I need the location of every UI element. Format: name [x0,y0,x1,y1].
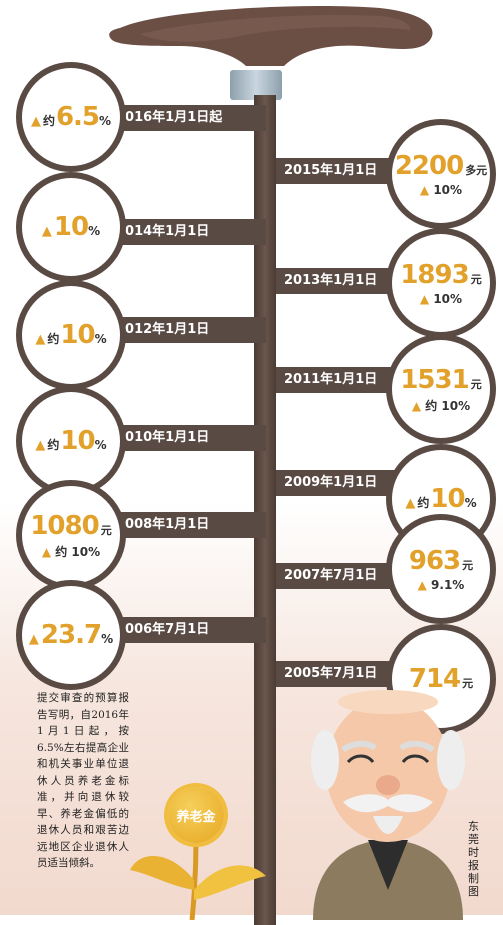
timeline-unit: % [99,114,112,128]
timeline-value: 963 [408,546,461,576]
timeline-circle-2: ▲ 10% [22,178,120,276]
increase-triangle-icon: ▲ [35,332,46,347]
plant-illustration [130,839,266,920]
timeline-circle-11: 714 元 [392,630,490,728]
timeline-unit: % [94,332,107,346]
timeline-circle-9: 963 元 ▲ 9.1% [392,520,490,618]
timeline-unit: 元 [462,559,474,572]
timeline-increase: ▲ 约 10% [411,398,471,413]
increase-triangle-icon: ▲ [35,438,46,453]
timeline-date-10: 2006年7月1日 [104,617,266,643]
timeline-value: 10 [60,426,95,456]
increase-triangle-icon: ▲ [28,632,39,647]
old-man-illustration [311,690,465,920]
timeline-circle-8: 1080 元 ▲ 约 10% [22,486,120,584]
note-text: 提交审查的预算报告写明，自2016年1月1日起，按6.5%左右提高企业和机关事业… [37,692,129,869]
timeline-unit: 元 [462,677,474,690]
approx-label: 约 [417,496,430,510]
timeline-unit: % [94,438,107,452]
timeline-unit: 元 [100,523,112,537]
timeline-date-8: 2008年1月1日 [104,512,266,538]
coin-label: 养老金 [176,810,216,825]
timeline-date-1: 2015年1月1日 [276,158,404,184]
timeline-circle-5: 1531 元 ▲ 约 10% [392,340,490,438]
credit-text: 东莞时报制图 [468,820,479,898]
timeline-value: 714 [408,664,461,694]
approx-label: 约 [47,438,60,452]
timeline-value: 10 [60,320,95,350]
timeline-circle-6: ▲ 约 10% [22,392,120,490]
timeline-circle-4: ▲ 约 10% [22,286,120,384]
timeline-date-3: 2013年1月1日 [276,268,404,294]
timeline-value: 1080 [30,510,99,541]
timeline-value: 6.5 [55,102,100,132]
timeline-date-6: 2010年1月1日 [104,425,266,451]
timeline-date-5: 2011年1月1日 [276,367,404,393]
timeline-value: 1531 [400,364,469,395]
increase-triangle-icon: ▲ [30,114,41,129]
timeline-date-2: 2014年1月1日 [104,219,266,245]
timeline-increase: ▲ 10% [419,183,463,197]
timeline-unit: 多元 [465,164,488,177]
timeline-unit: 元 [470,273,482,286]
timeline-value: 10 [53,212,89,242]
timeline-circle-0: ▲ 约 6.5% [22,68,120,166]
increase-triangle-icon: ▲ [405,496,416,511]
approx-label: 约 [42,114,55,128]
timeline-date-0: 2016年1月1日起 [104,105,266,131]
increase-triangle-icon: ▲ [41,224,52,239]
timeline-value: 10 [430,484,465,514]
timeline-increase: ▲ 9.1% [417,578,465,592]
approx-label: 约 [47,332,60,346]
timeline-circle-1: 2200 多元 ▲ 10% [392,125,490,223]
timeline-value: 1893 [400,260,469,290]
timeline-date-4: 2012年1月1日 [104,317,266,343]
timeline-circle-10: ▲ 23.7% [22,586,120,684]
timeline-value: 2200 [394,151,464,181]
timeline-date-11: 2005年7月1日 [276,661,404,687]
timeline-circle-3: 1893 元 ▲ 10% [392,234,490,332]
pension-coin: 养老金 [168,787,224,843]
timeline-increase: ▲ 约 10% [41,544,101,559]
timeline-date-9: 2007年7月1日 [276,563,404,589]
timeline-value: 23.7 [40,620,102,650]
cane-handle-illustration [109,6,433,66]
timeline-unit: % [464,496,477,510]
timeline-unit: 元 [470,377,482,391]
timeline-unit: % [88,224,101,238]
timeline-increase: ▲ 10% [419,292,463,306]
cane-shaft [254,95,276,925]
timeline-date-7: 2009年1月1日 [276,470,404,496]
timeline-unit: % [101,632,114,646]
